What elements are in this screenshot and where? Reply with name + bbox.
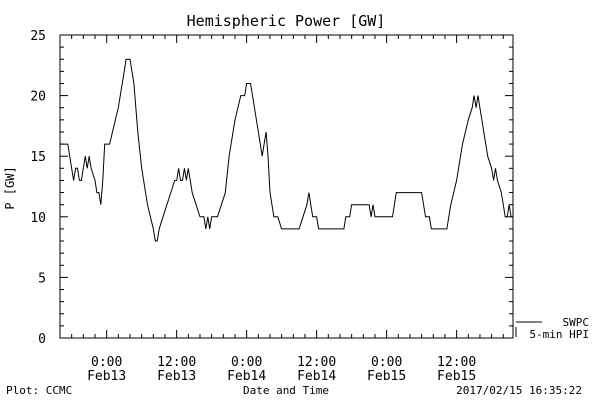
- x-axis-ticks: 0:00Feb1312:00Feb130:00Feb1412:00Feb140:…: [59, 35, 504, 384]
- footer-plot-credit: Plot: CCMC: [6, 384, 72, 397]
- footer-x-axis-title: Date and Time: [243, 384, 329, 397]
- y-tick-label: 15: [30, 150, 46, 165]
- x-tick-time-label: 12:00: [157, 355, 196, 370]
- y-tick-label: 5: [38, 271, 46, 286]
- plot-frame: [59, 34, 514, 339]
- x-tick-date-label: Feb14: [297, 369, 336, 384]
- chart-title: Hemispheric Power [GW]: [187, 12, 386, 30]
- x-tick-date-label: Feb14: [227, 369, 266, 384]
- y-tick-label: 10: [30, 211, 46, 226]
- y-tick-label: 25: [30, 29, 46, 44]
- series-layer: [60, 58, 513, 242]
- legend-swpc-label: SWPC: [563, 316, 590, 329]
- y-axis-ticks: 0 5 10 15 20 25: [30, 29, 513, 347]
- x-tick-time-label: 12:00: [297, 355, 336, 370]
- x-tick-date-label: Feb15: [437, 369, 476, 384]
- footer-timestamp: 2017/02/15 16:35:22: [456, 384, 582, 397]
- x-tick-time-label: 12:00: [437, 355, 476, 370]
- y-axis-label: P [GW]: [3, 166, 17, 209]
- x-tick-date-label: Feb15: [367, 369, 406, 384]
- x-tick-time-label: 0:00: [231, 355, 262, 370]
- x-tick-time-label: 0:00: [371, 355, 402, 370]
- x-tick-date-label: Feb13: [157, 369, 196, 384]
- x-tick-date-label: Feb13: [87, 369, 126, 384]
- x-tick-time-label: 0:00: [91, 355, 122, 370]
- y-tick-label: 0: [38, 332, 46, 347]
- legend-hpi-label: 5-min HPI: [529, 328, 589, 341]
- series-line-hpi: [60, 58, 513, 242]
- y-tick-label: 20: [30, 90, 46, 105]
